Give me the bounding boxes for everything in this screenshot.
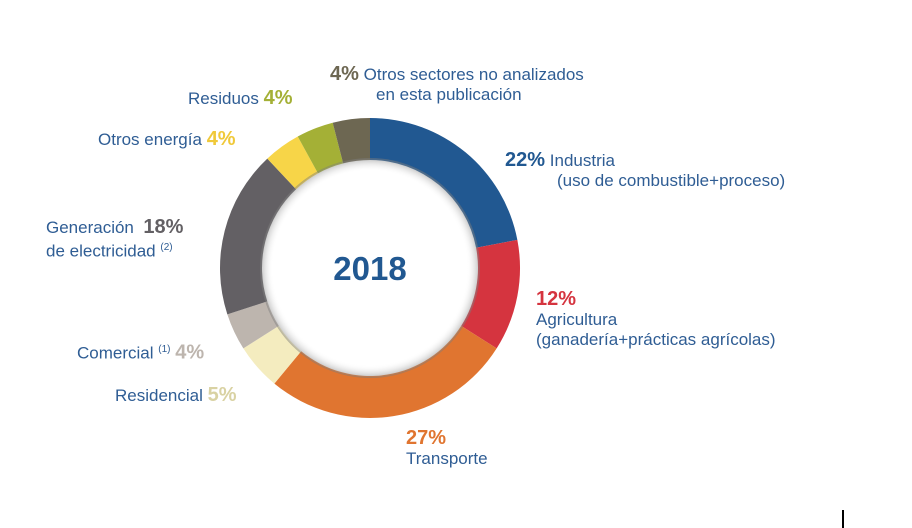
pct-residuos: 4%: [263, 87, 293, 109]
name-comercial: Comercial: [77, 343, 154, 363]
sub-agricultura: (ganadería+prácticas agrícolas): [536, 330, 776, 349]
pct-otros-sectores: 4%: [330, 63, 359, 85]
slice-otros-energ-a: [267, 136, 318, 190]
pct-comercial: 4%: [175, 341, 205, 364]
label-agricultura: 12% Agricultura (ganadería+prácticas agr…: [536, 289, 776, 350]
name-industria: Industria: [549, 151, 615, 170]
note-comercial: (1): [158, 344, 171, 355]
name-otros-energia: Otros energía: [98, 130, 202, 149]
label-transporte: 27% Transporte: [406, 428, 488, 469]
label-generacion: Generación 18% de electricidad (2): [46, 217, 183, 262]
label-comercial: Comercial (1) 4%: [77, 340, 204, 364]
text-cursor: [842, 510, 844, 528]
name-residencial: Residencial: [115, 386, 203, 405]
name-generacion: Generación: [46, 218, 134, 237]
pct-industria: 22%: [505, 149, 546, 171]
name-transporte: Transporte: [406, 449, 488, 468]
label-industria: 22% Industria (uso de combustible+proces…: [505, 150, 785, 191]
pct-generacion: 18%: [143, 216, 184, 238]
label-residencial: Residencial 5%: [115, 385, 237, 406]
slice-generaci-n: [220, 158, 297, 315]
name-otros-sectores: Otros sectores no analizados: [363, 65, 584, 84]
slice-industria: [370, 118, 518, 248]
slice-comercial: [227, 301, 279, 349]
sub-otros-sectores: en esta publicación: [376, 85, 522, 104]
note-generacion: (2): [160, 242, 173, 253]
slice-residencial: [243, 325, 302, 384]
sub-generacion: de electricidad: [46, 241, 156, 261]
pct-transporte: 27%: [406, 427, 447, 449]
inner-shadow: [260, 158, 480, 378]
label-otros-sectores: 4% Otros sectores no analizados en esta …: [330, 64, 584, 105]
slice-transporte: [274, 325, 497, 419]
name-residuos: Residuos: [188, 89, 259, 108]
label-otros-energia: Otros energía 4%: [98, 129, 236, 150]
pct-agricultura: 12%: [536, 288, 577, 310]
slice-otros-sectores-no-analizados: [332, 118, 370, 164]
slice-residuos: [297, 122, 344, 174]
name-agricultura: Agricultura: [536, 310, 618, 329]
pct-residencial: 5%: [207, 384, 237, 406]
pct-otros-energia: 4%: [206, 128, 236, 150]
label-residuos: Residuos 4%: [188, 88, 293, 109]
slice-agricultura: [461, 239, 520, 349]
chart-center-year: 2018: [333, 250, 407, 287]
sub-industria: (uso de combustible+proceso): [557, 171, 786, 190]
